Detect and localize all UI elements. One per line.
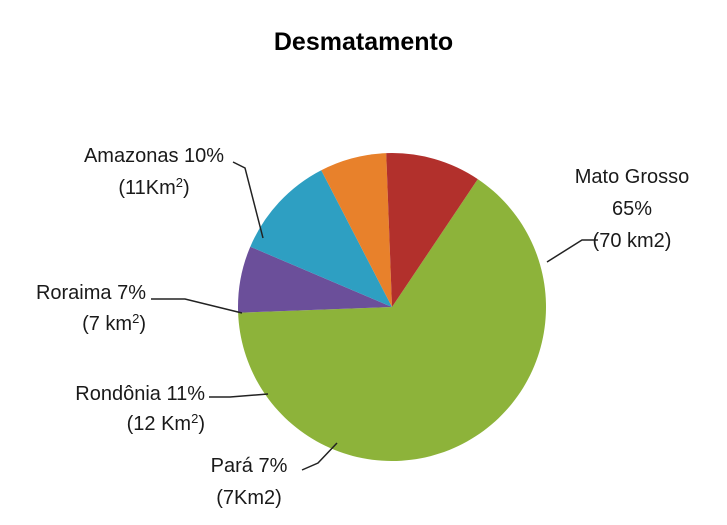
data-label-par-: (7Km2): [216, 487, 282, 509]
data-label-mato-grosso: Mato Grosso: [575, 166, 689, 188]
leader-line-par-: [301, 442, 338, 471]
data-label-par-: Pará 7%: [211, 455, 288, 477]
leader-line-mato-grosso: [546, 239, 598, 263]
data-label-rond-nia: (12 Km2): [127, 411, 205, 436]
data-label-rond-nia: Rondônia 11%: [75, 383, 205, 405]
data-label-amazonas: (11Km2): [118, 175, 189, 200]
pie-slice-roraima: [321, 153, 392, 307]
leader-line-amazonas: [232, 161, 264, 239]
pie-slice-amazonas: [386, 153, 478, 307]
pie-slice-rond-nia: [250, 170, 392, 307]
data-label-amazonas: Amazonas 10%: [84, 145, 224, 167]
data-label-mato-grosso: (70 km2): [593, 230, 672, 252]
leader-line-roraima: [151, 298, 243, 314]
leader-line-rond-nia: [209, 393, 269, 398]
data-label-mato-grosso: 65%: [612, 198, 652, 220]
chart-title: Desmatamento: [273, 28, 454, 56]
pie-slice-par-: [238, 246, 392, 313]
data-label-roraima: (7 km2): [82, 311, 146, 336]
data-label-roraima: Roraima 7%: [36, 282, 146, 304]
pie-slice-mato-grosso: [238, 179, 547, 461]
